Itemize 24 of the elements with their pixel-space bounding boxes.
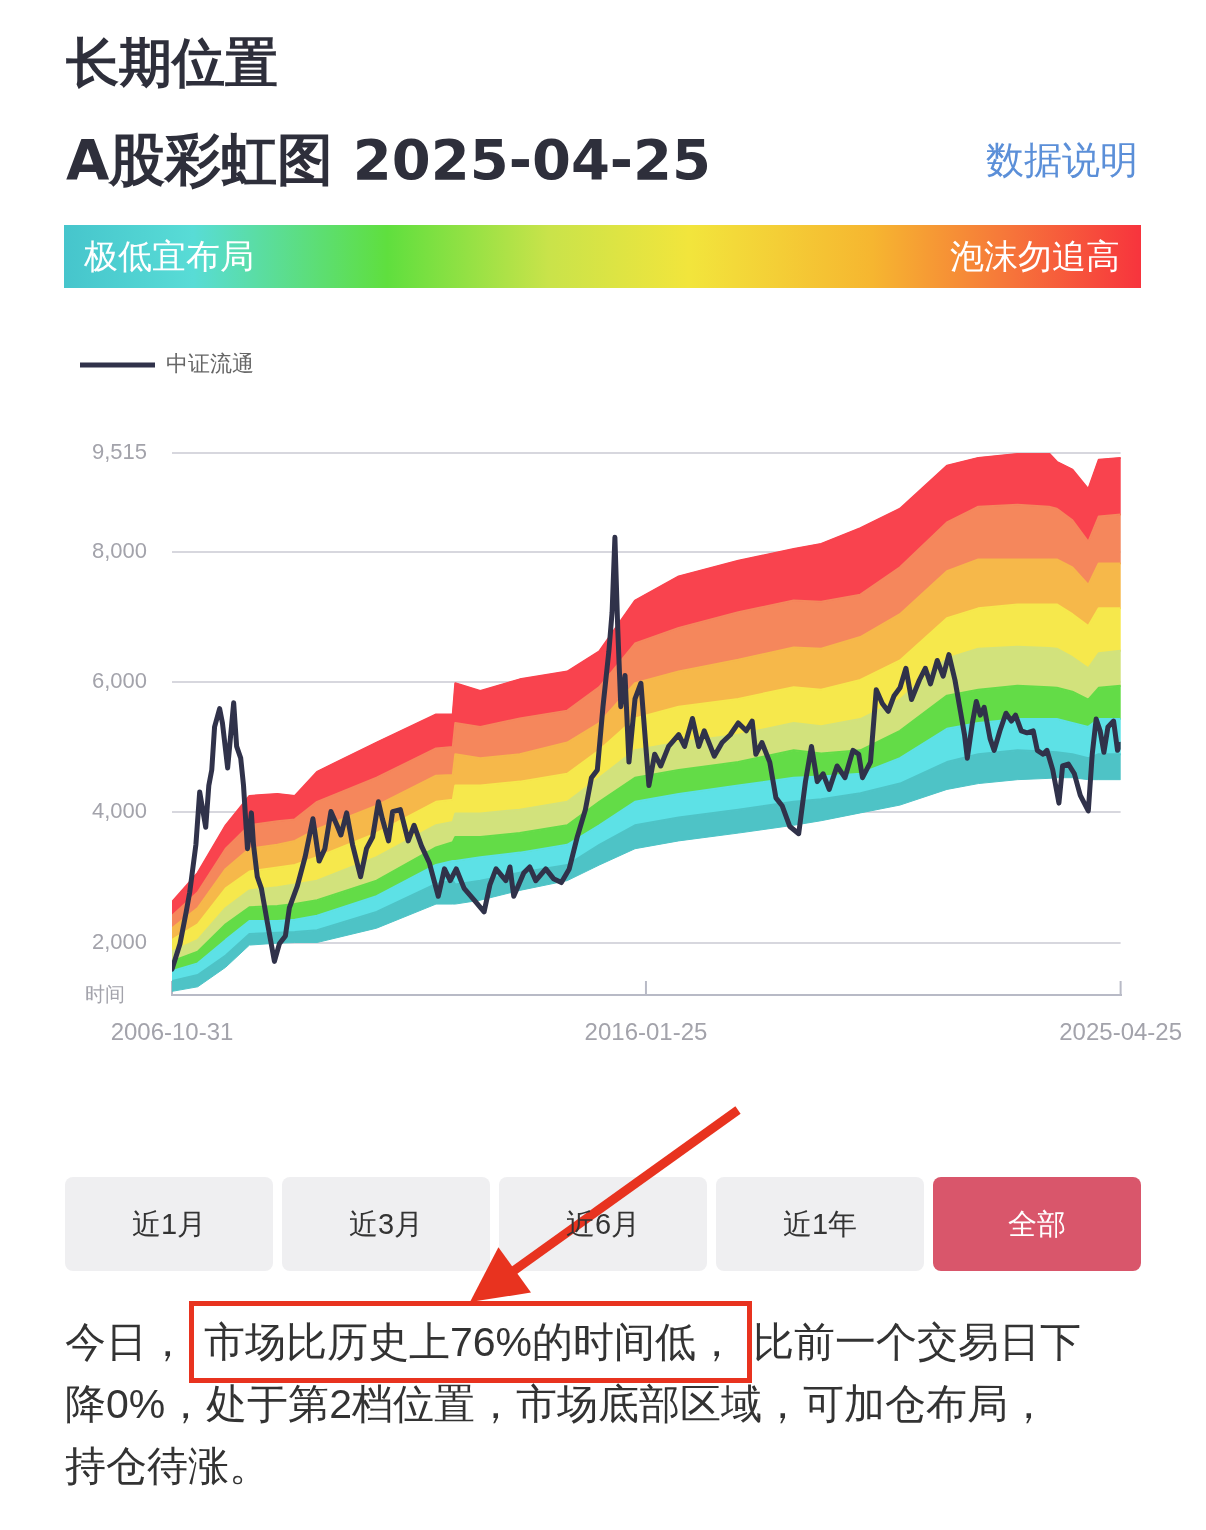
chart-subtitle: A股彩虹图 2025-04-25 (66, 127, 712, 192)
y-tick-label: 8,000 (91, 537, 147, 563)
y-tick-label: 4,000 (91, 798, 147, 824)
y-tick-label: 2,000 (91, 928, 147, 954)
text: 市场比历史上76%的时间低， (204, 1318, 738, 1367)
text: 持仓待涨。 (65, 1443, 270, 1489)
chart-title: 长期位置 (66, 33, 278, 92)
range-button[interactable]: 近1年 (716, 1177, 924, 1271)
text: 今日， (65, 1319, 188, 1365)
legend-label: 中证流通 (166, 351, 254, 377)
range-button[interactable]: 近1月 (65, 1177, 273, 1271)
y-tick-label: 6,000 (91, 668, 147, 694)
x-tick-label: 2016-01-25 (584, 1018, 708, 1046)
text: 泡沫勿追高 (950, 237, 1120, 275)
text: 降0%，处于第2档位置，市场底部区域，可加仓布局， (65, 1381, 1050, 1427)
x-tick-label: 2025-04-25 (1059, 1018, 1182, 1046)
text: 比前一个交易日下 (753, 1319, 1082, 1365)
range-button[interactable]: 全部 (933, 1177, 1141, 1271)
x-axis-title: 时间 (85, 982, 125, 1005)
text: 极低宜布局 (84, 237, 254, 275)
text: 数据说明 (986, 139, 1138, 181)
x-tick-label: 2006-10-31 (110, 1018, 234, 1046)
range-button[interactable]: 近3月 (282, 1177, 490, 1271)
y-tick-label: 9,515 (91, 439, 147, 465)
